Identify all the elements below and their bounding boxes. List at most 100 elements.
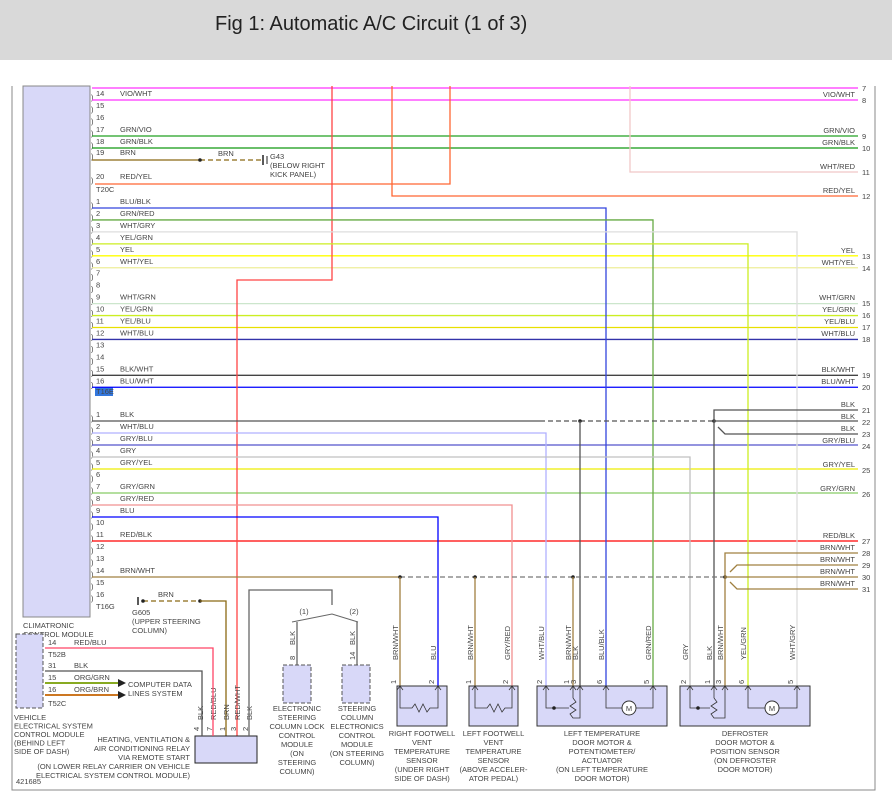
pin-bracket: ) bbox=[91, 225, 94, 234]
left-footwell bbox=[468, 685, 519, 727]
right-terminal-number: 15 bbox=[862, 299, 870, 308]
wire-color-label: BRN/WHT bbox=[120, 566, 155, 575]
wire-color-label: BLK/WHT bbox=[120, 364, 154, 373]
pin-bracket: ) bbox=[91, 273, 94, 282]
right-wire-label: RED/BLK bbox=[823, 531, 855, 540]
connector-pin-number: 3 bbox=[96, 434, 100, 443]
connector-pin-number: 15 bbox=[96, 101, 104, 110]
right-wire-label: GRN/BLK bbox=[822, 138, 855, 147]
right-terminal-number: 19 bbox=[862, 371, 870, 380]
pin-bracket: ) bbox=[91, 558, 94, 567]
steering-column-electronics-label: (ON STEERING bbox=[330, 749, 384, 758]
connector-pin-number: 14 bbox=[96, 352, 104, 361]
pin-bracket: ) bbox=[91, 368, 94, 377]
wire-color-label: WHT/GRN bbox=[120, 293, 156, 302]
thermistor-icon bbox=[399, 686, 439, 713]
left-temp-motor-label: (ON LEFT TEMPERATURE bbox=[556, 765, 648, 774]
right-wire-label: BLK bbox=[841, 400, 855, 409]
connector-pin-number: 10 bbox=[96, 518, 104, 527]
defroster-motor-label: (ON DEFROSTER bbox=[714, 756, 777, 765]
variant-1-marker: (1) bbox=[299, 607, 309, 616]
component-pin-wire-label: BRN/WHT bbox=[564, 625, 573, 660]
connector-pin-number: 15 bbox=[96, 364, 104, 373]
ground-g43-label: (BELOW RIGHT bbox=[270, 161, 325, 170]
left-temp-motor-label: ACTUATOR bbox=[582, 756, 623, 765]
right-terminal-number: 12 bbox=[862, 192, 870, 201]
right-wire-label: BRN/WHT bbox=[820, 567, 855, 576]
wire-color-label: YEL/GRN bbox=[120, 233, 153, 242]
right-terminal-number: 26 bbox=[862, 490, 870, 499]
connector-pin-number: 2 bbox=[96, 209, 100, 218]
connector-pin-number: 6 bbox=[96, 257, 100, 266]
pin-bracket: ) bbox=[91, 534, 94, 543]
wire-color-label: BRN bbox=[120, 148, 136, 157]
right-terminal-number: 20 bbox=[862, 383, 870, 392]
hvac-relay-label: VIA REMOTE START bbox=[118, 753, 190, 762]
pin-bracket: ) bbox=[91, 450, 94, 459]
right-wire-label: BRN/WHT bbox=[820, 555, 855, 564]
connector-pin-number: 9 bbox=[96, 506, 100, 515]
steering-column-lock-label: (ON bbox=[290, 749, 304, 758]
wire-color-label: BLU/BLK bbox=[120, 197, 151, 206]
component-pin-wire-label: YEL/GRN bbox=[739, 627, 748, 660]
ground-g605-label: (UPPER STEERING bbox=[132, 617, 201, 626]
figure-id: 421685 bbox=[16, 777, 41, 786]
connector-pin-number: 20 bbox=[96, 172, 104, 181]
component-pin-wire-label: BLK bbox=[571, 646, 580, 660]
connector-pin-number: 7 bbox=[96, 269, 100, 278]
wire-color-label: WHT/BLU bbox=[120, 328, 154, 337]
connector-pin-number: 4 bbox=[96, 233, 100, 242]
pin-bracket: ) bbox=[91, 285, 94, 294]
ground-g605-label: G605 bbox=[132, 608, 150, 617]
connector-pin-number: 3 bbox=[96, 221, 100, 230]
relay-pin-wire-label: BLK bbox=[196, 706, 205, 720]
wire-gry-red bbox=[92, 504, 513, 686]
wire-blu-blk bbox=[92, 207, 607, 686]
component-pin-wire-label: BLU bbox=[429, 645, 438, 660]
defroster-motor-label: DOOR MOTOR) bbox=[718, 765, 773, 774]
right-terminal-number: 13 bbox=[862, 252, 870, 261]
connector-label-t52c: T52C bbox=[48, 699, 67, 708]
pin-bracket: ) bbox=[91, 117, 94, 126]
internal-wiring bbox=[636, 686, 654, 709]
right-terminal-number: 14 bbox=[862, 264, 870, 273]
right-terminal-number: 27 bbox=[862, 537, 870, 546]
pin-bracket: ) bbox=[91, 141, 94, 150]
arrow-right-icon bbox=[118, 691, 126, 699]
component-pin-number: 1 bbox=[389, 680, 398, 684]
module-pin-wire-label: BLK bbox=[288, 631, 297, 645]
connector-pin-number: 15 bbox=[96, 578, 104, 587]
wire-color-label: ORG/GRN bbox=[74, 673, 110, 682]
wire-color-label: GRY/GRN bbox=[120, 482, 155, 491]
connector-pin-number: 16 bbox=[96, 590, 104, 599]
wire-color-label: BRN bbox=[218, 149, 234, 158]
relay-pin-number: 7 bbox=[205, 727, 214, 731]
pin-bracket: ) bbox=[91, 309, 94, 318]
right-wire-label: BLU/WHT bbox=[821, 377, 855, 386]
right-wire-label: YEL bbox=[841, 246, 855, 255]
internal-wiring bbox=[779, 686, 798, 709]
module-pin-wire-label: BLK bbox=[348, 631, 357, 645]
pin-bracket: ) bbox=[91, 321, 94, 330]
connector-pin-number: 1 bbox=[96, 197, 100, 206]
pin-bracket: ) bbox=[91, 380, 94, 389]
wire-red-yel bbox=[391, 86, 858, 197]
steering-column-lock-label: STEERING bbox=[278, 758, 317, 767]
hvac-relay-location: (ON LOWER RELAY CARRIER ON VEHICLE bbox=[37, 762, 190, 771]
component-pin-number: 2 bbox=[427, 680, 436, 684]
steering-column-electronics-label: STEERING bbox=[338, 704, 377, 713]
hvac-relay-location: ELECTRICAL SYSTEM CONTROL MODULE) bbox=[36, 771, 191, 780]
right-footwell-label: TEMPERATURE bbox=[394, 747, 450, 756]
connector-pin-number: 11 bbox=[96, 317, 104, 326]
wire-grn-red bbox=[92, 219, 654, 686]
pin-bracket: ) bbox=[91, 462, 94, 471]
right-wire-label: YEL/BLU bbox=[824, 317, 855, 326]
connector-pin-number: 10 bbox=[96, 305, 104, 314]
module-pin-number: 8 bbox=[288, 656, 297, 660]
vescm-label: SIDE OF DASH) bbox=[14, 747, 70, 756]
wire-color-label: BLU/WHT bbox=[120, 376, 154, 385]
computer-data-lines-label: LINES SYSTEM bbox=[128, 689, 183, 698]
defroster-motor-label: DEFROSTER bbox=[722, 729, 769, 738]
left-temp-motor-label: DOOR MOTOR) bbox=[575, 774, 630, 783]
